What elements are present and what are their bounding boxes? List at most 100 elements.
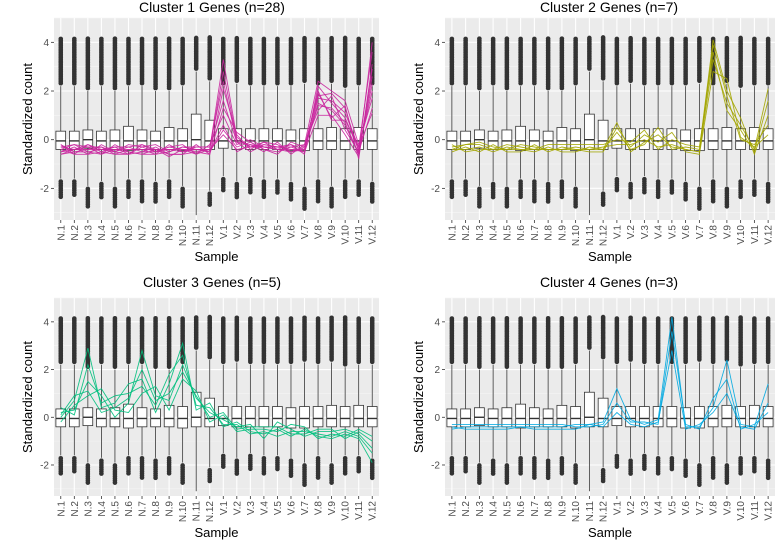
box [570, 128, 581, 152]
outlier-point [532, 475, 537, 480]
x-tick-label: V.5 [667, 501, 678, 516]
x-tick-label: N.10 [178, 225, 189, 247]
box [515, 403, 526, 429]
x-tick-label: N.7 [138, 501, 149, 517]
x-tick-label: V.2 [626, 225, 637, 240]
outlier-point [752, 192, 757, 197]
gene-line [60, 378, 373, 440]
panel-title: Cluster 4 Genes (n=3) [540, 274, 678, 290]
x-tick-label: V.8 [709, 225, 720, 240]
y-tick-label: 4 [43, 317, 49, 328]
outlier-point [180, 36, 185, 42]
x-tick-label: V.3 [246, 225, 257, 240]
y-tick-label: 4 [434, 317, 440, 328]
x-tick-label: V.1 [219, 501, 230, 516]
x-tick-label: N.3 [83, 225, 94, 241]
outlier-point [234, 471, 240, 476]
outlier-point [683, 197, 688, 202]
box [312, 128, 324, 150]
outlier-point [315, 316, 321, 321]
outlier-point [166, 194, 172, 200]
panel-background [54, 298, 379, 496]
x-tick-label: V.5 [273, 225, 284, 240]
y-tick-label: 2 [434, 365, 440, 376]
x-tick-label: V.9 [327, 225, 338, 240]
x-tick-label: V.3 [640, 501, 651, 516]
gene-line [60, 354, 373, 454]
x-tick-label: N.3 [475, 501, 486, 517]
outlier-point [587, 315, 592, 320]
outlier-point [765, 36, 771, 42]
x-tick-label: N.6 [124, 225, 135, 241]
outlier-point [342, 35, 348, 41]
y-axis-title: Standardized count [20, 341, 35, 453]
outlier-point [518, 316, 523, 321]
outlier-point [449, 316, 455, 321]
x-tick-label: V.6 [681, 225, 692, 240]
box [570, 406, 581, 429]
outlier-point [261, 316, 267, 321]
outlier-point [752, 316, 757, 321]
x-tick-label: N.8 [544, 225, 555, 241]
outlier-point [234, 194, 240, 200]
outlier-point [669, 36, 675, 42]
x-tick-label: V.7 [300, 225, 311, 240]
box [231, 406, 243, 428]
x-tick-label: V.11 [354, 225, 365, 244]
box [326, 404, 337, 428]
outlier-point [504, 315, 510, 321]
outlier-point [356, 316, 361, 321]
box [177, 128, 188, 152]
x-tick-label: V.6 [286, 225, 297, 240]
outlier-point [356, 192, 361, 197]
gene-line [60, 368, 373, 442]
panel-2: -2 0 2 4 N.1 N.2 N.3 N.4 N.5 N.6 N.7 N.8 N.9 N.10 N.11… [411, 0, 775, 264]
x-tick-label: N.12 [205, 501, 216, 523]
outlier-point [126, 36, 131, 42]
x-tick-label: V.10 [736, 501, 747, 521]
x-tick-label: N.10 [571, 225, 582, 247]
x-tick-label: N.9 [557, 225, 568, 241]
y-tick-label: 2 [434, 87, 440, 98]
outlier-point [275, 190, 280, 195]
x-tick-label: V.1 [612, 501, 623, 516]
outlier-point [518, 194, 523, 200]
outlier-point [207, 478, 213, 484]
outlier-point [642, 36, 647, 42]
outlier-point [490, 36, 496, 42]
outlier-point [614, 464, 620, 469]
box [515, 125, 526, 152]
outlier-point [112, 36, 118, 41]
x-tick-label: N.3 [83, 501, 94, 517]
outlier-point [288, 36, 294, 42]
x-tick-label: V.8 [314, 225, 325, 240]
outlier-point [628, 35, 633, 41]
outlier-point [356, 36, 361, 42]
box [163, 404, 175, 428]
gene-line [60, 95, 373, 155]
outlier-point [329, 204, 334, 209]
outlier-point [710, 198, 716, 204]
gene-line [451, 331, 769, 430]
outlier-point [234, 315, 240, 321]
y-tick-label: -2 [40, 184, 49, 195]
outlier-point [180, 204, 185, 209]
outlier-point [153, 36, 158, 41]
outlier-point [329, 480, 334, 485]
outlier-point [220, 187, 226, 193]
x-tick-label: V.3 [246, 501, 257, 516]
outlier-point [234, 35, 240, 41]
outlier-point [369, 316, 375, 321]
x-tick-label: N.8 [544, 501, 555, 517]
box [762, 128, 774, 150]
box [339, 128, 351, 150]
outlier-point [139, 316, 145, 321]
outlier-point [85, 204, 91, 209]
outlier-point [573, 316, 578, 321]
x-tick-label: N.12 [205, 225, 216, 247]
outlier-point [153, 315, 158, 321]
outlier-point [697, 206, 702, 211]
outlier-point [683, 473, 688, 479]
box [707, 128, 719, 150]
outlier-point [139, 475, 145, 480]
